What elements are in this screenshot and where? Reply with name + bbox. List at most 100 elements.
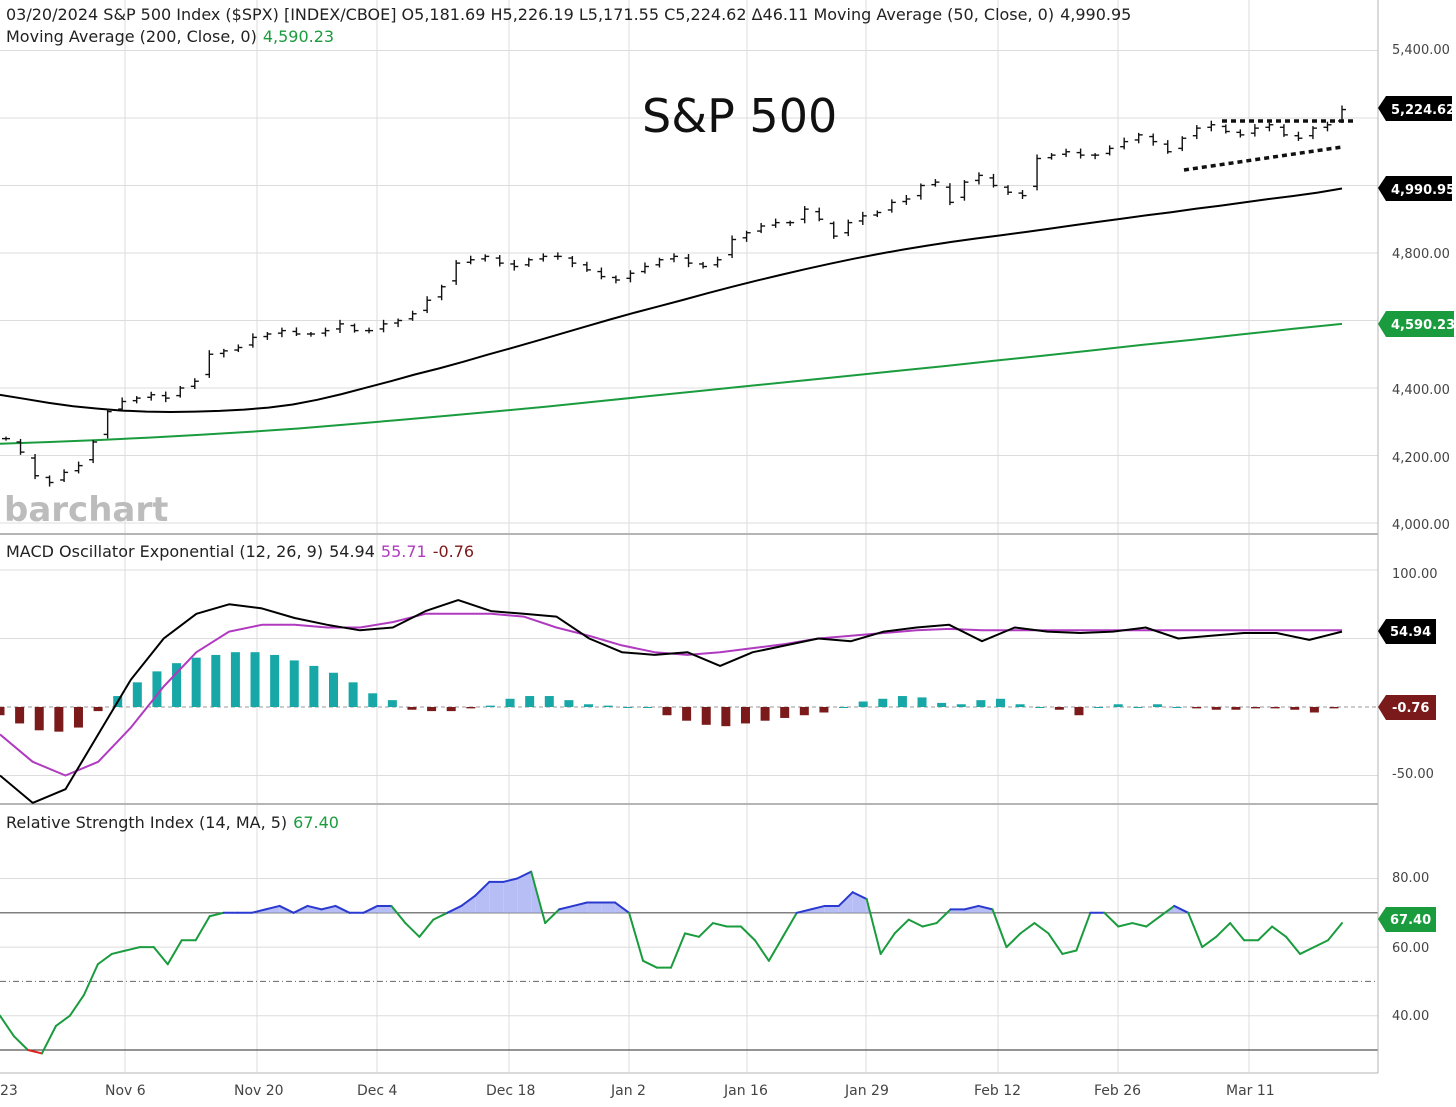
ohlc-bar: [524, 257, 533, 267]
header-ma200: 4,590.23: [263, 27, 334, 46]
histogram-bar: [819, 707, 829, 713]
hist-tag-text: -0.76: [1392, 701, 1429, 716]
histogram-bar: [93, 707, 103, 712]
rsi-segment: [1187, 911, 1204, 949]
rsi-segment: [530, 870, 547, 925]
macd-tag: 54.94: [1378, 619, 1436, 644]
ohlc-bar: [423, 296, 432, 314]
rsi-segment: [474, 880, 491, 897]
ohlc-bar: [306, 331, 315, 337]
histogram-bar: [642, 707, 652, 708]
histogram-bar: [740, 707, 750, 724]
ohlc-bar: [321, 327, 330, 337]
ohlc-bar: [1163, 140, 1172, 154]
rsi-segment: [851, 891, 868, 901]
histogram-bar: [976, 700, 986, 707]
ohlc-bar: [481, 254, 490, 262]
histogram-bar: [54, 707, 64, 732]
histogram-bar: [1035, 707, 1045, 708]
histogram-bar: [1309, 707, 1319, 713]
histogram-bar: [897, 696, 907, 707]
histogram-bar: [1290, 707, 1300, 710]
histogram-bar: [525, 696, 535, 707]
rsi-segment: [865, 898, 882, 955]
ohlc-bar: [1236, 129, 1245, 138]
rsi-segment: [711, 922, 728, 928]
rsi-segment: [124, 946, 141, 952]
ohlc-bar: [916, 183, 925, 200]
ohlc-bar: [365, 327, 374, 334]
ohlc-bar: [1294, 131, 1303, 141]
rsi-tick: 40.00: [1392, 1009, 1429, 1024]
x-tick: Nov 6: [105, 1083, 146, 1099]
rsi-segment: [432, 911, 449, 921]
header-line-1: 03/20/2024 S&P 500 Index ($SPX) [INDEX/C…: [6, 5, 1131, 24]
histogram-bar: [427, 707, 437, 712]
ma50-layer: [0, 187, 1343, 413]
rsi-segment: [1299, 946, 1316, 955]
histogram-bar: [1054, 707, 1064, 710]
rsi-segment: [879, 932, 896, 955]
rsi-tick: 80.00: [1392, 871, 1429, 886]
ma200-tag: 4,590.23: [1378, 311, 1455, 337]
rsi-segment: [991, 908, 1008, 949]
histogram-bar: [289, 660, 299, 707]
ohlc-bar: [670, 253, 678, 263]
ohlc-bar: [553, 252, 562, 260]
ohlc-bar: [1105, 145, 1114, 156]
histogram-bar: [0, 707, 5, 716]
histogram-bar: [917, 697, 927, 707]
ohlc-bar: [844, 219, 853, 237]
ohlc-bar: [902, 194, 911, 205]
header-ma50: 4,990.95: [1060, 5, 1131, 24]
histogram-bar: [250, 652, 260, 707]
rsi-segment: [320, 904, 337, 911]
rsi-segment: [1327, 922, 1343, 942]
rsi-overbought-area: [475, 881, 490, 913]
rsi-segment: [460, 894, 477, 907]
ohlc-bar: [31, 453, 40, 480]
ohlc-bar: [510, 259, 519, 271]
rsi-segment: [1131, 922, 1148, 928]
rsi-segment: [809, 904, 826, 911]
ohlc-bar: [684, 254, 693, 268]
ohlc-bar: [626, 270, 635, 283]
price-tick: 4,400.00: [1392, 383, 1450, 398]
histogram-bar: [1152, 704, 1162, 707]
histogram-bar: [1211, 707, 1221, 710]
histogram-bar: [368, 693, 378, 707]
rsi-segment: [921, 922, 938, 928]
hist-value: -0.76: [433, 542, 474, 561]
ohlc-bar: [466, 255, 475, 265]
macd-histogram-layer: [0, 652, 1339, 732]
rsi-segment: [963, 904, 980, 911]
ohlc-bar: [655, 257, 664, 268]
histogram-bar: [309, 665, 319, 707]
ohlc-bar: [1323, 121, 1332, 132]
x-tick: Jan 2: [610, 1083, 646, 1099]
ohlc-bar: [829, 221, 838, 239]
rsi-overbought-area: [503, 878, 518, 913]
price-tick: 5,400.00: [1392, 43, 1450, 58]
histogram-bar: [329, 672, 338, 707]
ohlc-bar: [408, 310, 417, 321]
rsi-segment: [837, 891, 854, 907]
histogram-bar: [191, 657, 201, 707]
barchart-watermark: barchart: [4, 490, 168, 530]
ohlc-bar: [1149, 133, 1158, 146]
ohlc-bar: [437, 284, 446, 301]
rsi-segment: [614, 901, 631, 914]
histogram-bar: [34, 707, 44, 731]
x-tick: Feb 12: [974, 1083, 1021, 1099]
ohlc-bar: [190, 378, 199, 390]
rsi-segment: [1313, 939, 1330, 949]
rsi-segment: [96, 952, 113, 966]
histogram-bar: [1074, 707, 1084, 716]
ohlc-bar: [292, 327, 301, 337]
header-ohlc: 03/20/2024 S&P 500 Index ($SPX) [INDEX/C…: [6, 5, 1054, 24]
header-ma200-label: Moving Average (200, Close, 0): [6, 27, 257, 46]
rsi-tag: 67.40: [1378, 907, 1436, 932]
histogram-bar: [1172, 707, 1182, 708]
rsi-overbought-area: [838, 892, 853, 913]
